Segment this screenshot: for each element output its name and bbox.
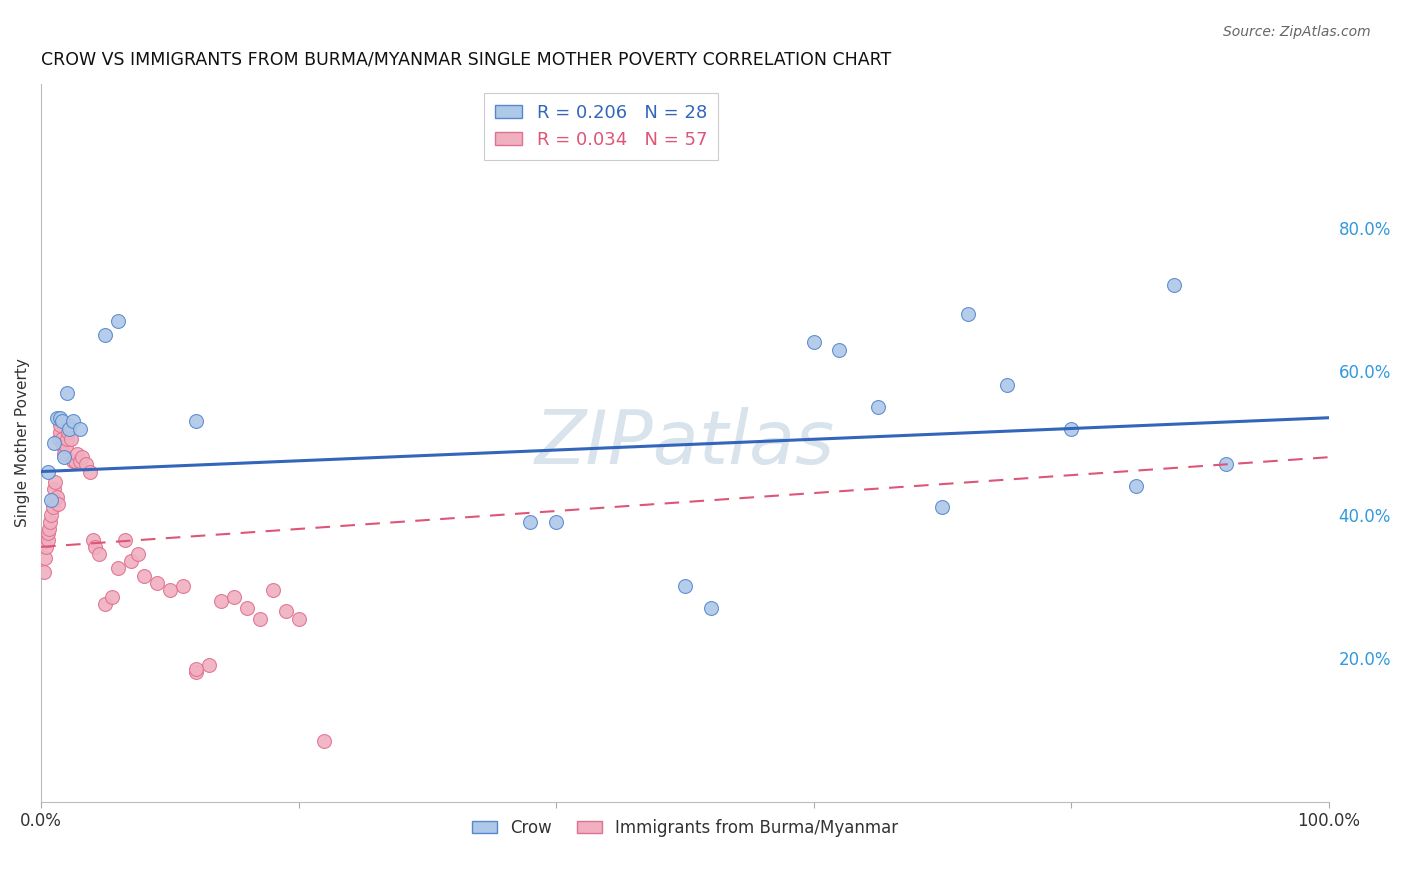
Point [32, 565, 55, 579]
Point [39, 515, 62, 529]
Point [868, 400, 890, 414]
Point [42, 483, 65, 497]
Point [236, 600, 259, 615]
Point [69, 421, 91, 435]
Point [41, 493, 63, 508]
Point [37, 525, 59, 540]
Point [1215, 458, 1237, 472]
Text: ZIPatlas: ZIPatlas [534, 407, 835, 479]
Point [519, 515, 541, 529]
Point [120, 554, 142, 568]
Point [184, 665, 207, 680]
Point [34, 550, 56, 565]
Point [51, 432, 73, 446]
Point [262, 582, 284, 597]
Point [49, 410, 72, 425]
Text: CROW VS IMMIGRANTS FROM BURMA/MYANMAR SINGLE MOTHER POVERTY CORRELATION CHART: CROW VS IMMIGRANTS FROM BURMA/MYANMAR SI… [41, 51, 891, 69]
Point [56, 432, 79, 446]
Point [146, 575, 169, 590]
Point [107, 561, 129, 575]
Point [803, 335, 825, 350]
Point [828, 343, 851, 357]
Point [209, 593, 232, 607]
Point [45, 410, 67, 425]
Point [114, 533, 136, 547]
Point [184, 414, 207, 428]
Point [673, 579, 696, 593]
Point [38, 522, 60, 536]
Point [52, 439, 75, 453]
Point [42, 493, 65, 508]
Point [62, 414, 84, 428]
Point [42, 435, 65, 450]
Y-axis label: Single Mother Poverty: Single Mother Poverty [15, 359, 30, 527]
Point [1163, 278, 1185, 293]
Point [63, 454, 86, 468]
Point [37, 533, 59, 547]
Point [53, 450, 76, 465]
Point [957, 307, 980, 321]
Point [35, 540, 58, 554]
Point [55, 439, 77, 453]
Point [44, 475, 66, 490]
Point [546, 515, 568, 529]
Point [107, 314, 129, 328]
Point [75, 458, 97, 472]
Point [37, 465, 59, 479]
Point [274, 604, 297, 618]
Point [62, 454, 84, 468]
Legend: Crow, Immigrants from Burma/Myanmar: Crow, Immigrants from Burma/Myanmar [465, 812, 905, 844]
Point [41, 508, 63, 522]
Point [69, 454, 91, 468]
Point [931, 500, 953, 515]
Point [79, 465, 101, 479]
Point [1125, 479, 1147, 493]
Point [94, 328, 117, 343]
Point [287, 612, 309, 626]
Point [172, 579, 194, 593]
Point [84, 540, 107, 554]
Point [31, 536, 53, 550]
Point [87, 547, 110, 561]
Point [58, 421, 80, 435]
Point [134, 568, 156, 582]
Point [66, 447, 89, 461]
Point [101, 590, 124, 604]
Point [159, 582, 181, 597]
Point [56, 425, 79, 439]
Point [314, 733, 336, 747]
Point [59, 432, 82, 446]
Point [41, 500, 63, 515]
Point [56, 385, 79, 400]
Point [197, 658, 219, 673]
Point [82, 533, 104, 547]
Point [127, 547, 149, 561]
Point [46, 497, 69, 511]
Point [51, 414, 73, 428]
Point [58, 417, 80, 432]
Text: Source: ZipAtlas.com: Source: ZipAtlas.com [1223, 25, 1371, 39]
Point [224, 590, 246, 604]
Point [53, 447, 76, 461]
Point [49, 425, 72, 439]
Point [72, 450, 94, 465]
Point [184, 662, 207, 676]
Point [48, 432, 70, 446]
Point [1060, 421, 1083, 435]
Point [249, 612, 271, 626]
Point [699, 600, 721, 615]
Point [49, 417, 72, 432]
Point [94, 597, 117, 611]
Point [995, 378, 1018, 392]
Point [45, 490, 67, 504]
